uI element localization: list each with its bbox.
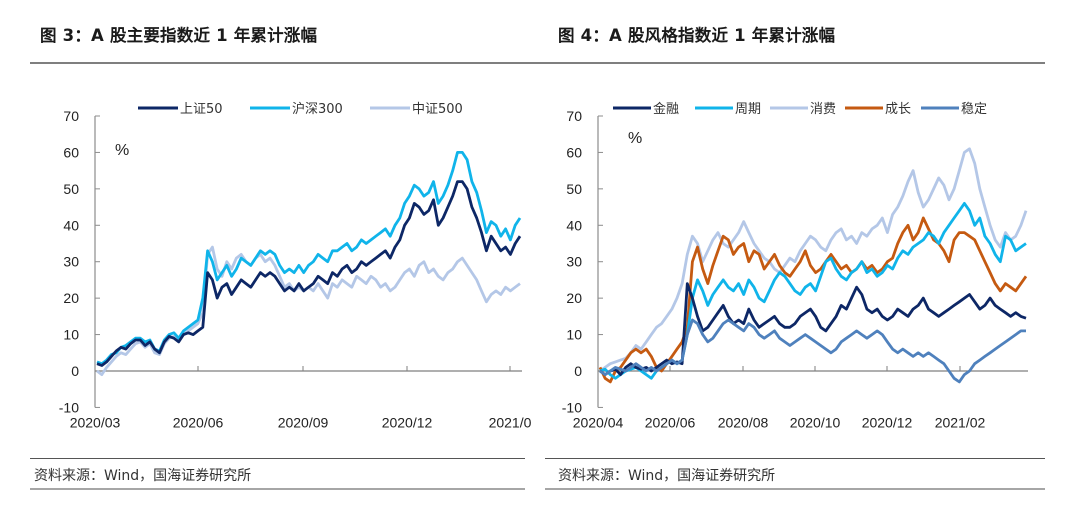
legend-label: 沪深300 bbox=[292, 101, 343, 117]
footer-divider-right bbox=[545, 488, 1045, 490]
y-tick-label: -10 bbox=[562, 399, 582, 415]
x-tick-label: 2021/02 bbox=[935, 414, 986, 430]
y-tick-label: 10 bbox=[566, 327, 582, 343]
y-tick-label: 50 bbox=[566, 181, 582, 197]
y-tick-label: 0 bbox=[574, 363, 582, 379]
series-line-0 bbox=[599, 282, 1027, 377]
y-tick-label: 10 bbox=[63, 327, 79, 343]
y-tick-label: 20 bbox=[63, 290, 79, 306]
y-tick-label: 70 bbox=[566, 108, 582, 124]
x-tick-label: 2020/12 bbox=[862, 414, 913, 430]
figure-3-title: 图 3：A 股主要指数近 1 年累计涨幅 bbox=[40, 26, 318, 45]
y-tick-label: 50 bbox=[63, 181, 79, 197]
series-line-0 bbox=[96, 180, 522, 367]
legend-label: 金融 bbox=[653, 101, 679, 117]
footer-divider-left bbox=[30, 488, 525, 490]
series-line-1 bbox=[599, 202, 1027, 380]
y-tick-label: 20 bbox=[566, 290, 582, 306]
y-tick-label: 30 bbox=[63, 254, 79, 270]
source-note-right: 资料来源：Wind，国海证券研究所 bbox=[558, 468, 776, 484]
series-line-2 bbox=[599, 147, 1028, 373]
y-tick-label: 70 bbox=[63, 108, 79, 124]
series-line-4 bbox=[599, 318, 1026, 384]
legend-label: 消费 bbox=[810, 102, 836, 117]
source-note-left: 资料来源：Wind，国海证券研究所 bbox=[34, 468, 252, 484]
chart-major-indices: -10 0 10 20 30 40 50 60 70 2020/03 2020/06 2020/09 2… bbox=[59, 101, 532, 430]
legend-label: 成长 bbox=[885, 102, 911, 117]
x-tick-label: 2020/08 bbox=[718, 414, 769, 430]
legend-label: 中证500 bbox=[412, 102, 463, 117]
y-tick-label: 40 bbox=[63, 217, 79, 233]
x-tick-label: 2020/09 bbox=[278, 414, 329, 430]
x-tick-label: 2020/04 bbox=[573, 414, 624, 430]
y-tick-label: 40 bbox=[566, 217, 582, 233]
x-tick-label: 2020/10 bbox=[790, 414, 841, 430]
y-tick-label: 0 bbox=[71, 363, 79, 379]
y-tick-label: 60 bbox=[63, 144, 79, 160]
legend-label: 周期 bbox=[735, 102, 761, 117]
source-divider-left bbox=[30, 458, 525, 459]
x-tick-label: 2020/03 bbox=[70, 414, 121, 430]
x-tick-label: 2021/0 bbox=[489, 414, 532, 430]
y-tick-label: -10 bbox=[59, 399, 79, 415]
figure-4-title: 图 4：A 股风格指数近 1 年累计涨幅 bbox=[558, 26, 836, 45]
series-line-3 bbox=[598, 216, 1028, 384]
x-tick-label: 2020/06 bbox=[645, 414, 696, 430]
legend-label: 稳定 bbox=[961, 101, 987, 117]
y-tick-label: 30 bbox=[566, 254, 582, 270]
chart-style-indices: -10 0 10 20 30 40 50 60 70 2020/04 2020/06 2020/08 2… bbox=[562, 101, 1028, 430]
x-tick-label: 2020/06 bbox=[173, 414, 224, 430]
unit-label: % bbox=[115, 142, 129, 159]
legend-label: 上证50 bbox=[180, 102, 223, 117]
x-tick-label: 2020/12 bbox=[382, 414, 433, 430]
header-divider bbox=[30, 62, 1045, 64]
source-divider-right bbox=[545, 458, 1045, 459]
y-tick-label: 60 bbox=[566, 144, 582, 160]
unit-label: % bbox=[628, 130, 642, 147]
